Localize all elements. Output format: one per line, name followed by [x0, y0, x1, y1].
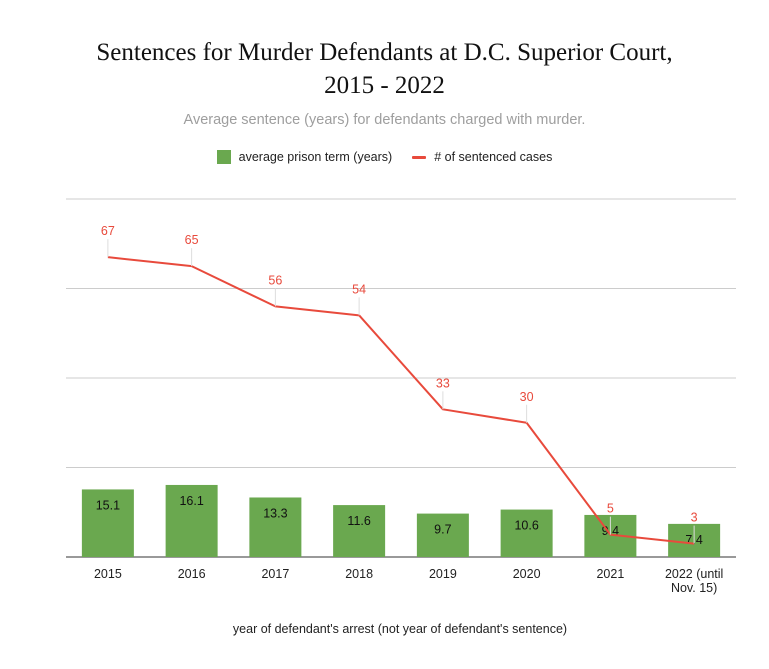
- x-axis-label: year of defendant's arrest (not year of …: [233, 622, 567, 636]
- chart-gridlines: [66, 198, 736, 558]
- legend-label-bar-series: average prison term (years): [238, 150, 393, 164]
- x-tick-label-line: 2015: [94, 567, 122, 581]
- line-value-label: 30: [520, 390, 534, 404]
- bar: [500, 509, 553, 557]
- chart-title: Sentences for Murder Defendants at D.C. …: [30, 36, 739, 102]
- line-value-label: 5: [607, 502, 614, 516]
- x-tick-label: 2020: [513, 567, 541, 581]
- line-value-label: 33: [436, 376, 450, 390]
- line-value-label: 56: [268, 273, 282, 287]
- bar: [165, 484, 218, 557]
- x-tick-label: 2016: [178, 567, 206, 581]
- bar-value-label: 10.6: [514, 519, 538, 533]
- bar-value-label: 15.1: [96, 498, 120, 512]
- legend-swatch-bar: [216, 150, 231, 164]
- x-tick-label-line: 2018: [345, 567, 373, 581]
- x-tick-label: 2018: [345, 567, 373, 581]
- line-value-label: 65: [185, 233, 199, 247]
- x-tick-label: 2017: [261, 567, 289, 581]
- chart-x-tick-labels: 2015 2016 2017 2018 2019 2020 2021 2022 (until N…: [94, 567, 723, 595]
- legend-item-line-series: # of sentenced cases: [412, 150, 552, 164]
- chart-line-labels: 67 65 56 54 33 30 5 3: [101, 224, 698, 544]
- x-tick-label-line: 2017: [261, 567, 289, 581]
- x-tick-label-line: 2020: [513, 567, 541, 581]
- legend-swatch-line: [412, 155, 427, 159]
- chart-legend: average prison term (years) # of sentenc…: [0, 150, 769, 164]
- bar: [333, 505, 386, 557]
- chart-title-line-1: Sentences for Murder Defendants at D.C. …: [96, 39, 673, 66]
- x-tick-label-line: 2022 (until: [665, 567, 723, 581]
- x-tick-label: 2021: [596, 567, 624, 581]
- bar-value-label: 13.3: [263, 506, 287, 520]
- x-tick-label: 2019: [429, 567, 457, 581]
- bar-value-label: 16.1: [179, 494, 203, 508]
- x-tick-label-line: 2019: [429, 567, 457, 581]
- legend-label-line-series: # of sentenced cases: [434, 150, 553, 164]
- x-tick-label-line: 2016: [178, 567, 206, 581]
- line-value-label: 3: [691, 511, 698, 525]
- line-path: [107, 256, 695, 545]
- bar: [416, 513, 469, 557]
- bar-value-label: 11.6: [347, 514, 370, 528]
- line-value-label: 54: [352, 282, 366, 296]
- chart-title-line-2: 2015 - 2022: [324, 72, 445, 99]
- chart-subtitle: Average sentence (years) for defendants …: [183, 112, 586, 128]
- bar-value-label: 9.7: [434, 523, 451, 537]
- bar: [249, 497, 302, 557]
- bar: [81, 489, 134, 557]
- legend-item-bar-series: average prison term (years): [216, 150, 393, 164]
- chart-line-series: [107, 256, 695, 545]
- x-tick-label: 2015: [94, 567, 122, 581]
- x-tick-label-line: Nov. 15): [671, 581, 717, 595]
- line-value-label: 67: [101, 224, 115, 238]
- x-tick-label: 2022 (until Nov. 15): [665, 567, 723, 595]
- x-tick-label-line: 2021: [596, 567, 624, 581]
- chart-bar-labels: 15.1 16.113.311.69.7 10.6 9.47.4: [96, 494, 703, 547]
- chart-bars: [81, 484, 721, 557]
